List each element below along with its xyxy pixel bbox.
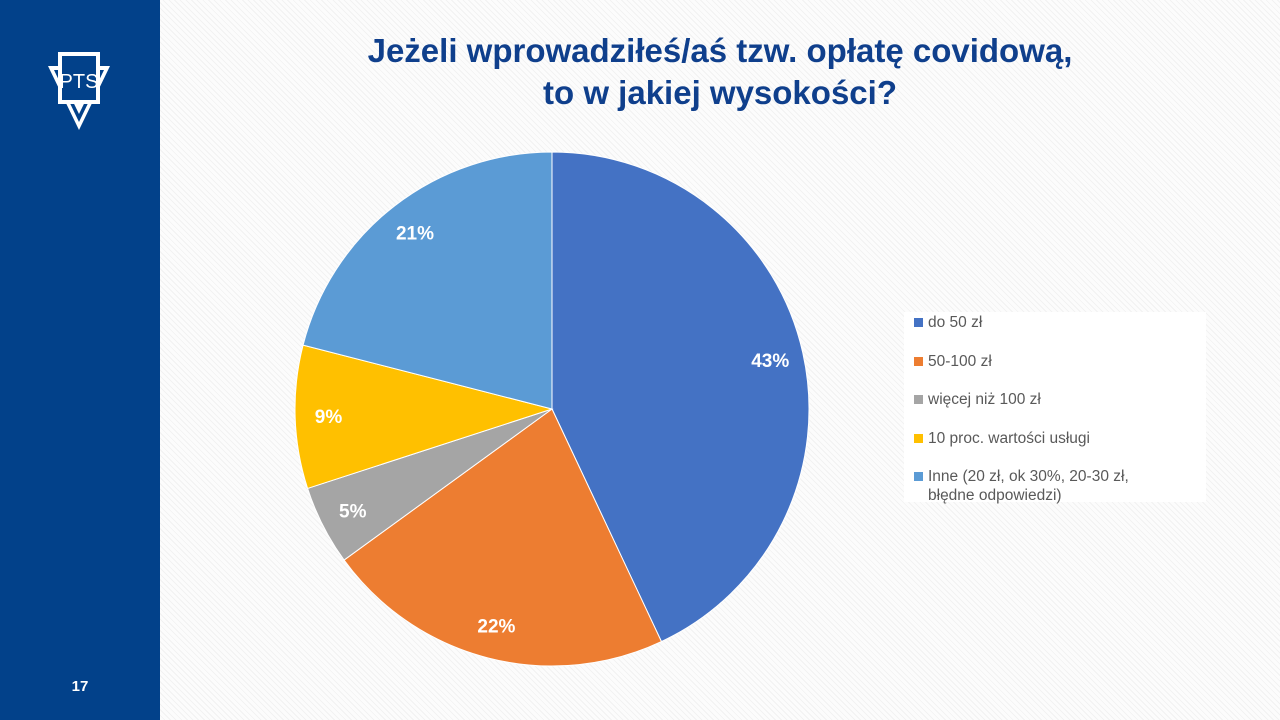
- legend-swatch: [914, 318, 923, 327]
- legend: do 50 zł 50-100 zł więcej niż 100 zł 10 pro…: [904, 312, 1206, 505]
- legend-item-3: 10 proc. wartości usługi: [914, 429, 1090, 448]
- page-number: 17: [71, 678, 89, 695]
- data-label-3: 9%: [315, 407, 343, 428]
- sidebar: PTS 17: [0, 0, 160, 720]
- legend-item-0: do 50 zł: [914, 313, 983, 332]
- pts-logo: PTS: [48, 52, 110, 130]
- legend-swatch: [914, 433, 923, 443]
- slide-title: Jeżeli wprowadziłeś/aś tzw. opłatę covid…: [160, 30, 1280, 114]
- svg-text:PTS: PTS: [60, 71, 99, 93]
- legend-label: do 50 zł: [928, 314, 983, 331]
- legend-label: błędne odpowiedzi): [928, 487, 1062, 504]
- legend-swatch: [914, 356, 923, 366]
- legend-label: Inne (20 zł, ok 30%, 20-30 zł,: [928, 468, 1129, 485]
- title-line-2: to w jakiej wysokości?: [543, 74, 897, 111]
- data-label-2: 5%: [339, 502, 367, 523]
- pie-slice-4: [302, 151, 553, 410]
- title-line-1: Jeżeli wprowadziłeś/aś tzw. opłatę covid…: [367, 32, 1073, 69]
- legend-label: 50-100 zł: [928, 352, 992, 370]
- legend-item-1: 50-100 zł: [914, 352, 992, 371]
- pie-slice-3: [294, 344, 554, 490]
- legend-item-2: więcej niż 100 zł: [914, 390, 1041, 409]
- data-label-1: 22%: [477, 617, 515, 638]
- data-label-4: 21%: [396, 223, 434, 244]
- legend-label: 10 proc. wartości usługi: [928, 429, 1090, 447]
- pie-slice-0: [551, 151, 810, 643]
- legend-label: więcej niż 100 zł: [928, 391, 1041, 408]
- legend-swatch: [914, 472, 923, 481]
- legend-item-4: Inne (20 zł, ok 30%, 20-30 zł, błędne odp…: [914, 467, 1129, 505]
- legend-swatch: [914, 395, 923, 404]
- pie-slice-1: [343, 408, 663, 667]
- data-label-0: 43%: [751, 351, 789, 372]
